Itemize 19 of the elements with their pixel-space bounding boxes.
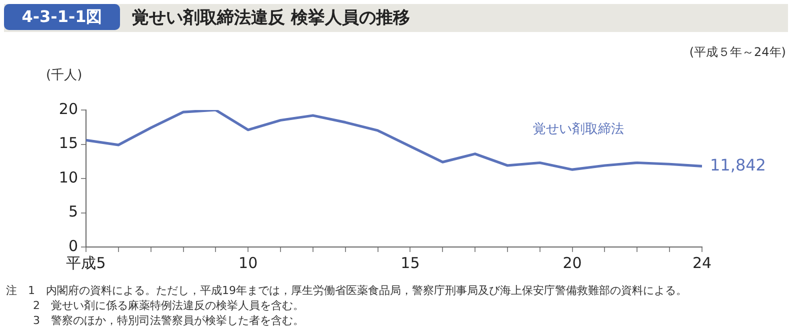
x-tick-label: 10 (238, 254, 258, 272)
x-tick-label: 平成5 (66, 254, 106, 272)
annotation: 11,842 (710, 155, 766, 174)
y-tick-label: 10 (58, 168, 78, 186)
text: 3 警察のほか，特別司法警察員が検挙した者を含む。 (32, 313, 305, 328)
y-axis-title: (千人) (46, 67, 82, 84)
text: 2 覚せい剤に係る麻薬特例法違反の検挙人員を含む。 (32, 298, 305, 313)
y-tick-label: 0 (68, 236, 78, 255)
y-tick-label: 15 (58, 134, 78, 152)
x-tick-label: 24 (692, 254, 712, 272)
text: 4-3-1-1図 (4, 4, 120, 30)
text: (平成５年～24年) (689, 44, 786, 61)
chart-title: 覚せい剤取締法違反 検挙人員の推移 (132, 7, 410, 30)
y-tick-label: 5 (68, 202, 78, 221)
text: 覚せい剤取締法 (532, 122, 624, 137)
y-tick-label: 20 (58, 100, 78, 118)
text: 注 1 内閣府の資料による。ただし，平成19年までは，厚生労働省医薬食品局，警察庁刑事局及び海上保安庁警備救難部の資料による。 (6, 283, 687, 298)
x-tick-label: 20 (562, 254, 582, 272)
x-tick-label: 15 (400, 254, 420, 272)
